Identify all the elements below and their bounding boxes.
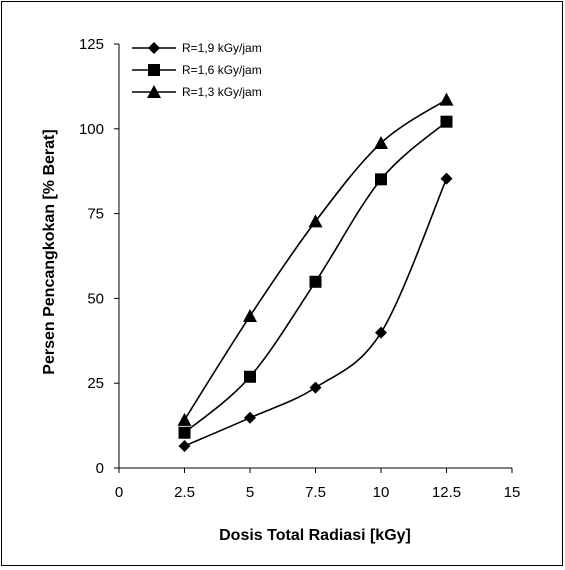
- legend-entry-label: R=1,9 kGy/jam: [182, 41, 262, 55]
- legend-marker-triangle: [147, 85, 161, 98]
- axes: [118, 44, 512, 469]
- x-tick-label: 0: [115, 484, 123, 501]
- data-point-diamond: [178, 439, 191, 452]
- series-line-r-1-3-kgy-jam: [183, 98, 447, 421]
- x-tick-label: 5: [246, 484, 254, 501]
- y-tick-label: 100: [79, 121, 104, 138]
- x-tick-label: 10: [373, 484, 390, 501]
- series-lines: [183, 98, 448, 447]
- data-point-square: [244, 370, 256, 383]
- x-axis-ticks: 0 2.5 5 7.5 10 12.5 15: [115, 468, 521, 501]
- data-point-diamond: [375, 326, 387, 339]
- y-tick-label: 50: [87, 290, 104, 307]
- data-point-square: [375, 173, 387, 186]
- data-point-diamond: [440, 172, 453, 185]
- series-markers: [177, 92, 454, 452]
- x-axis-label: Dosis Total Radiasi [kGy]: [219, 527, 411, 544]
- data-point-triangle: [177, 412, 192, 426]
- data-point-triangle: [439, 92, 454, 106]
- x-tick-label: 7.5: [305, 484, 326, 501]
- legend-marker-square: [148, 64, 160, 76]
- y-tick-label: 0: [96, 460, 104, 477]
- data-point-triangle: [374, 136, 388, 150]
- y-tick-label: 25: [87, 375, 104, 392]
- y-tick-label: 75: [87, 206, 104, 223]
- y-axis-label: Persen Pencangkokan [% Berat]: [41, 129, 58, 374]
- x-tick-label: 2.5: [174, 484, 195, 501]
- data-point-square: [309, 275, 322, 288]
- data-point-triangle: [243, 309, 257, 323]
- data-point-square: [178, 426, 191, 439]
- x-tick-label: 15: [504, 484, 521, 501]
- legend: R=1,9 kGy/jam R=1,6 kGy/jam R=1,3 kGy/jam: [132, 41, 262, 99]
- data-point-diamond: [244, 411, 256, 424]
- legend-marker-diamond: [148, 42, 160, 54]
- data-point-square: [440, 115, 453, 128]
- data-point-triangle: [308, 214, 323, 228]
- y-tick-label: 125: [79, 36, 104, 53]
- legend-entry-label: R=1,3 kGy/jam: [182, 85, 262, 99]
- data-point-diamond: [309, 381, 322, 394]
- y-axis-ticks: 0 25 50 75 100 125: [79, 36, 119, 477]
- legend-entry-label: R=1,6 kGy/jam: [182, 63, 262, 77]
- series-line-r-1-9-kgy-jam: [184, 178, 448, 447]
- x-tick-label: 12.5: [432, 484, 461, 501]
